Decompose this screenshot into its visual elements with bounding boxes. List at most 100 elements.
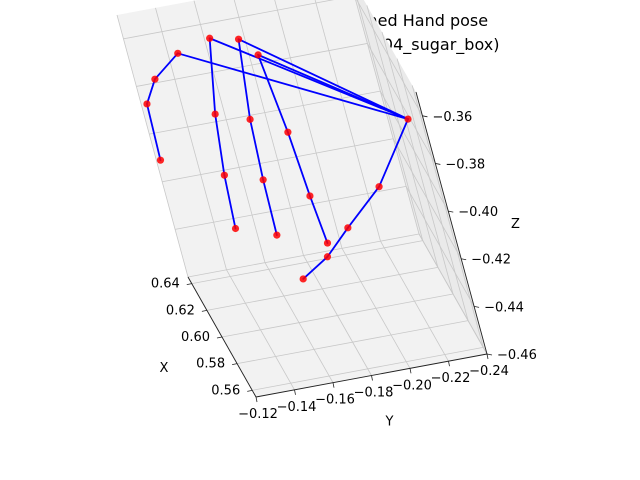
x-tick-mark [186, 283, 192, 286]
bone-10-11 [249, 118, 265, 181]
joint-point-6 [284, 128, 292, 136]
x-tick-mark [232, 363, 238, 366]
joint-point-18 [151, 75, 159, 83]
x-tick-label: 0.58 [196, 357, 225, 372]
grid-line-y-wall [116, 14, 189, 278]
x-tick-label: 0.62 [166, 303, 195, 318]
z-tick-mark [461, 258, 467, 261]
y-tick-mark [371, 375, 373, 381]
y-tick-mark [486, 353, 489, 360]
y-tick-label: −0.14 [277, 400, 317, 415]
back-x-pane [117, 0, 419, 277]
joint-point-19 [143, 100, 151, 108]
bone-0-17 [176, 52, 409, 120]
joint-point-12 [273, 231, 281, 239]
y-tick-label: −0.20 [392, 378, 432, 393]
grid-line-z-back [418, 233, 488, 355]
y-tick-label: −0.12 [238, 407, 278, 422]
grid-line-z-wall [123, 0, 335, 40]
joint-point-9 [234, 35, 243, 43]
x-tick-label: 0.56 [211, 383, 240, 398]
bone-6-7 [286, 131, 311, 197]
z-tick-mark [435, 163, 441, 165]
bone-3-4 [302, 255, 329, 280]
x-tick-mark [247, 389, 253, 392]
grid-line-z-back [405, 186, 475, 307]
grid-line-z-wall [162, 138, 394, 183]
grid-line-y-floor [264, 262, 334, 383]
y-tick-mark [255, 396, 258, 403]
skeleton-bones [146, 37, 409, 280]
x-tick-label: 0.64 [151, 277, 180, 292]
x-tick-mark [201, 309, 207, 312]
bone-0-9 [237, 38, 409, 120]
x-axis-label: X [160, 361, 169, 376]
bone-1-2 [346, 185, 380, 229]
y-tick-label: −0.18 [354, 386, 394, 401]
joint-point-10 [246, 115, 254, 123]
tick-labels: 0.56 0.58 0.60 0.62 0.64 −0.12−0.14−0.16−0.18… [151, 110, 537, 422]
bone-0-1 [378, 118, 409, 188]
grid-line-y-wall [155, 7, 227, 270]
grid-line-x-wall [411, 85, 484, 348]
joint-point-0 [404, 115, 412, 123]
joint-point-14 [211, 110, 219, 118]
joint-point-16 [231, 224, 240, 233]
joint-point-8 [323, 239, 332, 247]
bone-7-8 [309, 195, 329, 244]
joint-point-13 [206, 34, 214, 42]
bone-13-14 [208, 37, 217, 115]
bone-11-12 [262, 178, 278, 237]
grid-line-y-wall [233, 0, 304, 256]
grid-line-z-wall [187, 233, 420, 278]
bone-0-13 [208, 37, 409, 120]
z-tick-mark [486, 353, 493, 356]
joint-points [143, 34, 412, 283]
grid-lines [116, 0, 488, 398]
grid-line-z-back [392, 138, 462, 259]
z-tick-label: −0.46 [497, 348, 537, 363]
bone-18-19 [146, 78, 156, 105]
y-tick-mark [448, 361, 450, 367]
bone-9-10 [237, 38, 251, 121]
grid-line-z-wall [136, 43, 368, 87]
z-tick-label: −0.40 [458, 205, 498, 220]
grid-line-x-wall [396, 58, 469, 321]
z-tick-label: −0.36 [432, 110, 472, 125]
bone-19-20 [146, 103, 162, 162]
z-axis-line [415, 91, 488, 355]
grid-line-z-wall [149, 90, 381, 135]
joint-point-3 [323, 253, 332, 261]
grid-line-x-wall [366, 5, 439, 268]
joint-point-4 [299, 275, 307, 283]
z-tick-mark [422, 115, 428, 118]
grid-line-y-wall [274, 0, 343, 249]
y-tick-label: −0.16 [315, 393, 355, 408]
y-tick-mark [332, 382, 335, 388]
z-tick-label: −0.38 [445, 157, 485, 172]
grid-line-z-back [367, 43, 436, 164]
joint-point-7 [306, 192, 314, 200]
x-tick-mark [216, 336, 223, 339]
grid-line-y-floor [341, 248, 411, 369]
grid-line-y-floor [303, 255, 372, 376]
y-tick-label: −0.24 [469, 364, 509, 379]
z-axis-label: Z [511, 217, 520, 232]
grid-line-y-wall [314, 0, 381, 242]
joint-point-17 [174, 49, 182, 57]
joint-point-15 [220, 171, 228, 179]
bone-2-3 [326, 226, 349, 258]
x-tick-label: 0.60 [181, 330, 210, 345]
y-axis-label: Y [385, 415, 394, 430]
grid-line-y-wall [193, 0, 266, 263]
z-tick-label: −0.42 [471, 253, 511, 268]
z-tick-mark [448, 210, 454, 213]
bone-5-6 [257, 53, 289, 134]
grid-line-y-floor [380, 240, 449, 362]
bone-14-15 [214, 113, 226, 177]
z-tick-mark [474, 305, 480, 308]
joint-point-2 [344, 224, 352, 232]
joint-point-5 [254, 51, 262, 59]
y-tick-mark [409, 368, 412, 374]
